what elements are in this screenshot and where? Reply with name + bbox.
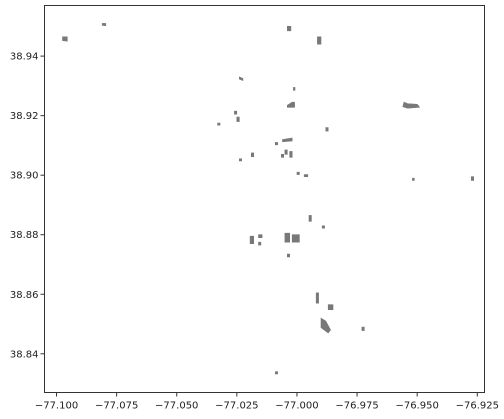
map-polygon	[274, 371, 279, 375]
map-polygon	[239, 158, 242, 162]
map-polygon	[286, 253, 291, 258]
tick-layer: −77.100 −77.075 −77.050 −77.025 −77.000 −76.9…	[10, 52, 499, 412]
map-polygon	[291, 234, 300, 243]
x-tick-label: −76.975	[335, 401, 378, 412]
map-polygon	[308, 215, 312, 222]
map-polygon	[258, 241, 262, 246]
map-polygon	[101, 23, 107, 27]
map-polygon	[284, 149, 288, 155]
map-polygon	[293, 87, 296, 91]
map-polygon	[258, 234, 263, 238]
map-polygon	[289, 151, 293, 158]
map-polygon	[317, 36, 322, 45]
map-polygon	[296, 171, 300, 175]
map-polygon	[286, 25, 292, 32]
map-polygon	[402, 101, 421, 109]
y-tick-label: 38.94	[10, 52, 39, 63]
x-tick-label: −77.050	[155, 401, 198, 412]
y-tick-label: 38.86	[10, 290, 39, 301]
map-polygon	[284, 232, 291, 243]
map-polygon	[320, 317, 331, 334]
map-polygon	[217, 122, 221, 126]
map-polygon	[315, 292, 319, 304]
y-tick-label: 38.88	[10, 230, 39, 241]
y-tick-label: 38.92	[10, 111, 39, 122]
map-polygon	[470, 176, 475, 181]
map-polygon	[327, 304, 334, 311]
x-tick-label: −77.025	[215, 401, 258, 412]
map-polygon	[249, 235, 254, 244]
x-tick-label: −77.000	[275, 401, 318, 412]
map-polygon	[286, 101, 295, 108]
map-polygon	[282, 137, 293, 143]
plot-frame	[44, 5, 485, 393]
map-polygon	[325, 127, 329, 132]
x-tick-label: −76.950	[395, 401, 438, 412]
map-polygon	[303, 174, 309, 177]
map-polygon	[361, 326, 365, 331]
map-polygon	[236, 116, 240, 122]
y-tick-label: 38.90	[10, 171, 39, 182]
x-tick-label: −77.100	[35, 401, 78, 412]
map-polygon	[412, 177, 415, 181]
map-polygon	[280, 154, 285, 158]
map-polygon	[62, 36, 68, 42]
x-tick-label: −77.075	[95, 401, 138, 412]
polygon-layer	[62, 23, 475, 375]
map-polygon	[239, 76, 244, 81]
map-polygon	[274, 142, 279, 146]
x-tick-label: −76.925	[456, 401, 499, 412]
map-polygon	[321, 225, 325, 229]
map-polygon	[251, 152, 254, 157]
map-polygon	[234, 110, 238, 115]
y-tick-label: 38.84	[10, 349, 39, 360]
